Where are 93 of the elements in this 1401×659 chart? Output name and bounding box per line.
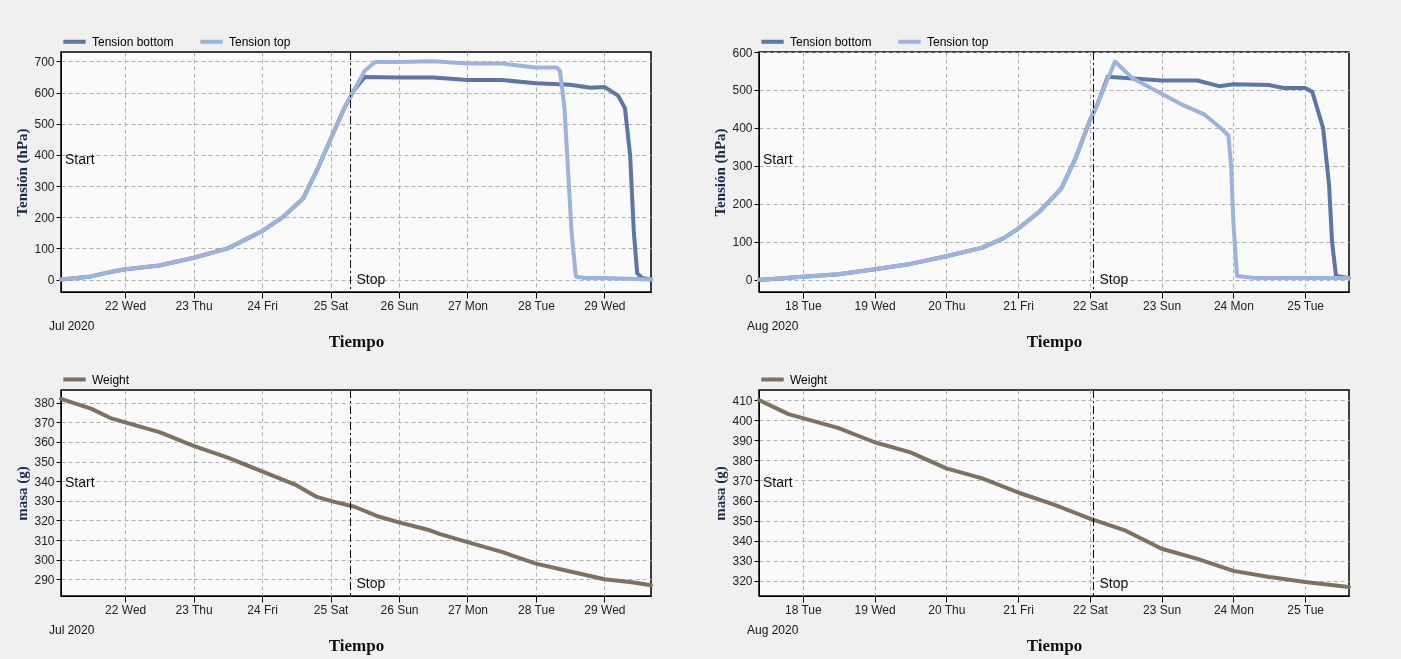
y-tick-label: 300 [34,179,55,194]
y-tick-label: 380 [34,396,55,411]
y-tick-label: 0 [745,273,753,288]
x-tick-label: 25 Tue [1287,602,1325,617]
text: Aug 2020 [747,319,799,333]
y-tick-label: 600 [732,45,753,60]
annotation: Start [763,151,793,167]
x-tick-label: 25 Sat [313,602,350,617]
x-tick-label: 25 Sat [313,298,350,313]
y-tick-label: 200 [732,197,753,212]
y-tick-label: 0 [47,273,55,288]
y-tick-label: 320 [732,574,753,589]
y-tick-label: 340 [732,534,753,549]
y-tick-label: 330 [732,554,753,569]
x-tick-label: 28 Tue [518,298,556,313]
y-axis-title: masa (g) [14,466,32,521]
legend-label: Weight [790,372,828,387]
legend-label: Weight [92,372,130,387]
y-tick-label: 700 [34,54,55,69]
x-tick-label: 19 Wed [854,602,896,617]
x-tick-label: 21 Fri [1003,602,1034,617]
x-tick-label: 23 Thu [175,298,213,313]
x-tick-label: 25 Tue [1287,298,1325,313]
x-tick-label: 22 Sat [1073,298,1109,313]
y-tick-label: 360 [34,435,55,450]
y-tick-label: 400 [732,121,753,136]
x-tick-label: 23 Sun [1143,298,1182,313]
y-tick-label: 500 [34,117,55,132]
y-tick-label: 100 [732,235,753,250]
y-tick-label: 370 [34,415,55,430]
y-tick-label: 370 [732,473,753,488]
x-tick-label: 22 Sat [1073,602,1109,617]
x-axis-title: Tiempo [1026,635,1083,655]
x-tick-label: 22 Wed [105,298,147,313]
y-axis-title: Tensión (hPa) [14,128,32,217]
y-tick-label: 300 [732,159,753,174]
x-tick-label: 28 Tue [518,602,556,617]
x-tick-label: 27 Mon [447,602,488,617]
text: Aug 2020 [747,623,799,637]
y-tick-label: 350 [34,455,55,470]
x-tick-label: 26 Sun [380,602,419,617]
legend-label: Tension top [927,34,989,49]
y-tick-label: 380 [732,453,753,468]
y-tick-label: 600 [34,86,55,101]
annotation: Start [65,151,95,167]
x-tick-label: 24 Fri [247,602,278,617]
text: Jul 2020 [49,623,95,637]
y-tick-label: 350 [732,514,753,529]
x-tick-label: 22 Wed [105,602,147,617]
x-tick-label: 29 Wed [584,602,626,617]
y-axis-title: masa (g) [712,466,730,521]
x-tick-label: 19 Wed [854,298,896,313]
y-tick-label: 410 [732,393,753,408]
x-tick-label: 24 Fri [247,298,278,313]
ref-line-label: Stop [356,575,386,591]
y-tick-label: 500 [732,83,753,98]
x-tick-label: 20 Thu [928,298,966,313]
y-tick-label: 310 [34,533,55,548]
x-tick-label: 24 Mon [1213,602,1254,617]
legend-label: Tension bottom [790,34,872,49]
y-tick-label: 360 [732,494,753,509]
y-tick-label: 330 [34,494,55,509]
x-tick-label: 26 Sun [380,298,419,313]
x-tick-label: 18 Tue [785,602,823,617]
ref-line-label: Stop [356,271,386,287]
y-tick-label: 320 [34,513,55,528]
x-tick-label: 20 Thu [928,602,966,617]
y-tick-label: 100 [34,241,55,256]
y-tick-label: 390 [732,433,753,448]
legend-label: Tension top [229,34,291,49]
text: Jul 2020 [49,319,95,333]
y-tick-label: 290 [34,572,55,587]
ref-line-label: Stop [1099,575,1129,591]
annotation: Start [763,473,793,490]
x-tick-label: 18 Tue [785,298,823,313]
x-axis-title: Tiempo [328,635,385,655]
y-tick-label: 340 [34,474,55,489]
x-tick-label: 27 Mon [447,298,488,313]
x-tick-label: 24 Mon [1213,298,1254,313]
ref-line-label: Stop [1099,271,1129,287]
x-axis-title: Tiempo [1026,331,1083,351]
x-tick-label: 23 Thu [175,602,213,617]
x-tick-label: 21 Fri [1003,298,1034,313]
y-tick-label: 200 [34,210,55,225]
x-tick-label: 23 Sun [1143,602,1182,617]
x-tick-label: 29 Wed [584,298,626,313]
y-tick-label: 300 [34,553,55,568]
y-tick-label: 400 [732,413,753,428]
legend-label: Tension bottom [92,34,174,49]
annotation: Start [65,473,95,490]
y-axis-title: Tensión (hPa) [712,128,730,217]
y-tick-label: 400 [34,148,55,163]
x-axis-title: Tiempo [328,331,385,351]
